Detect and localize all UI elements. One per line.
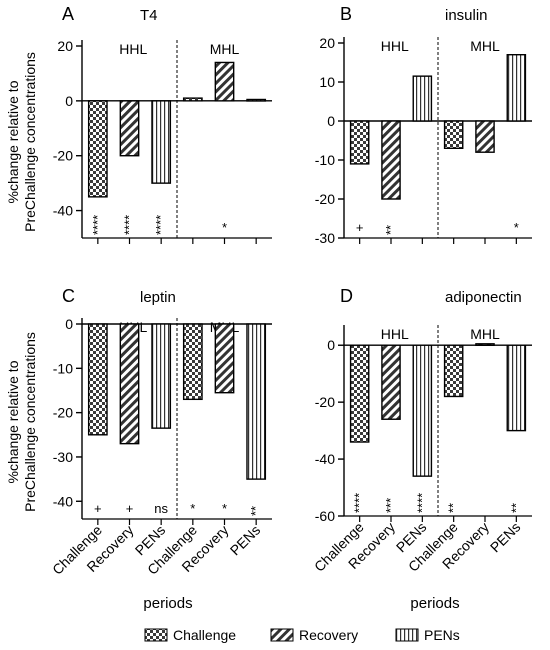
y-tick-label: -20 [315,394,335,410]
bar-mhl-recovery [214,323,235,394]
significance-label: **** [90,215,105,235]
bar-mhl-challenge [443,120,464,149]
legend-swatch-pens [395,628,419,642]
bar-hhl-pens [412,344,433,477]
bar-hhl-recovery [119,100,140,157]
y-tick-label: -30 [53,449,73,465]
panel-title: T4 [140,7,158,24]
y-tick-label: -40 [53,493,73,509]
y-axis-label-top-line-2: PreChallenge concentrations [22,52,38,232]
bar-mhl-pens [506,344,527,432]
y-axis-label-top-line: %change relative to [5,80,21,203]
bar-mhl-challenge [182,323,203,401]
panel-letter: B [340,4,352,24]
y-tick-label: -60 [315,508,335,524]
panel-title: adiponectin [445,289,522,306]
panel-title: insulin [445,7,488,24]
significance-label: + [126,501,134,516]
y-tick-label: 0 [327,113,335,129]
y-tick-label: -40 [53,203,73,219]
panel-letter: A [62,4,74,24]
bar-hhl-recovery [119,323,140,445]
y-tick-label: -20 [53,405,73,421]
y-tick-label: -20 [315,191,335,207]
y-tick-label: 20 [319,35,335,51]
category-label: PENs [487,519,524,556]
bar-mhl-challenge [182,97,203,102]
y-tick-label: 20 [57,38,73,54]
significance-label: ** [248,506,263,516]
y-tick-label: -30 [315,230,335,246]
significance-label: ns [154,501,168,516]
group-label-hhl: HHL [119,41,147,57]
significance-label: * [222,501,227,516]
legend: Challenge Recovery PENs [144,627,460,643]
significance-label: **** [122,215,137,235]
y-axis-label-bottom-line-2: PreChallenge concentrations [22,332,38,512]
legend-swatch-challenge [144,628,168,642]
significance-label: **** [414,493,429,513]
panel-C: Cleptin-40-30-20-100HHLMHL+Challenge+Rec… [49,286,272,578]
y-tick-label: -20 [53,148,73,164]
category-label: PENs [227,522,264,559]
group-label-mhl: MHL [470,326,500,342]
y-axis-label-bottom-line: %change relative to [5,360,21,483]
bar-hhl-recovery [381,344,401,420]
bar-hhl-pens [151,323,172,429]
group-label-mhl: MHL [470,38,500,54]
bar-hhl-pens [151,100,172,184]
x-axis-label-right: periods [410,595,459,612]
bar-hhl-pens [412,75,433,122]
bar-hhl-challenge [87,323,108,436]
significance-label: ** [383,225,398,235]
significance-label: + [94,501,102,516]
legend-label-pens: PENs [424,627,460,643]
bar-hhl-challenge [349,120,370,165]
legend-swatch-recovery [270,628,294,642]
legend-label-recovery: Recovery [299,627,358,643]
panel-letter: C [62,286,75,306]
significance-label: **** [352,493,367,513]
y-tick-label: -40 [315,451,335,467]
significance-label: *** [383,498,398,513]
bar-mhl-recovery [475,120,495,153]
bar-hhl-challenge [87,100,108,198]
y-tick-label: 0 [65,93,73,109]
y-tick-label: 0 [65,316,73,332]
bar-mhl-challenge [443,344,464,398]
group-label-hhl: HHL [381,326,409,342]
x-axis-label-left: periods [143,595,192,612]
bar-mhl-pens [246,98,267,102]
y-tick-label: -10 [53,360,73,376]
legend-label-challenge: Challenge [173,627,236,643]
bar-mhl-recovery [475,343,495,347]
y-tick-label: 0 [327,337,335,353]
group-label-mhl: MHL [210,41,240,57]
significance-label: * [514,220,519,235]
significance-label: * [190,501,195,516]
significance-label: ** [508,503,523,513]
panel-title: leptin [140,289,176,306]
significance-label: * [222,220,227,235]
panel-letter: D [340,286,353,306]
y-tick-label: 10 [319,74,335,90]
y-tick-label: -10 [315,152,335,168]
bar-hhl-challenge [349,344,370,443]
significance-label: ** [446,503,461,513]
bar-mhl-pens [246,323,267,480]
bar-mhl-recovery [214,61,235,102]
significance-label: **** [153,215,168,235]
significance-label: + [356,220,364,235]
group-label-hhl: HHL [381,38,409,54]
bar-mhl-pens [506,54,527,122]
bar-hhl-recovery [381,120,401,200]
